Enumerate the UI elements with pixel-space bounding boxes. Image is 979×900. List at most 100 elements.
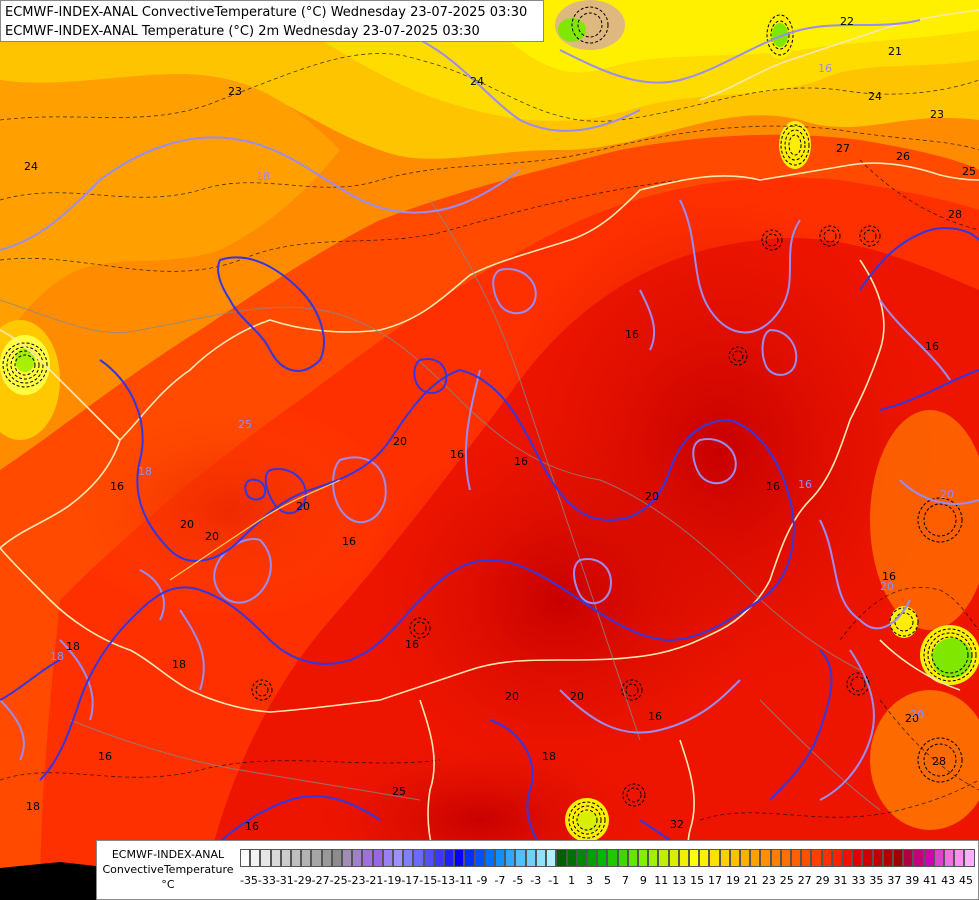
- contour-label: 16: [648, 710, 662, 723]
- contour-label: 24: [24, 160, 38, 173]
- contour-labels-light: 18 16 16 18 18 20 20 25 20: [50, 62, 954, 721]
- contour-label: 18: [50, 650, 64, 663]
- legend-swatch: [433, 849, 445, 867]
- legend-tick-label: -33: [257, 874, 276, 887]
- contour-label: 20: [570, 690, 584, 703]
- legend-tick-label: 19: [725, 874, 740, 887]
- legend-tick-label: 43: [941, 874, 956, 887]
- contour-label: 16: [450, 448, 464, 461]
- field-hot-core-2: [360, 420, 760, 780]
- legend-tick-label: 41: [923, 874, 938, 887]
- legend-swatch: [250, 849, 261, 867]
- contour-label: 20: [205, 530, 219, 543]
- legend-tick-label: -35: [239, 874, 258, 887]
- legend-tick-label: 17: [708, 874, 723, 887]
- legend-swatch: [607, 849, 618, 867]
- legend-tick-label: 5: [604, 874, 611, 887]
- contour-label: 16: [110, 480, 124, 493]
- legend-swatch: [668, 849, 679, 867]
- legend-swatch: [525, 849, 536, 867]
- contour-label: 25: [238, 418, 252, 431]
- country-borders: [0, 9, 979, 891]
- legend-tick-label: -1: [548, 874, 560, 887]
- legend-tick-label: 3: [586, 874, 594, 887]
- legend-swatch: [739, 849, 751, 867]
- contour-label: 18: [172, 658, 186, 671]
- contour-label: 20: [645, 490, 659, 503]
- contour-label: 20: [905, 712, 919, 725]
- legend-tick-label: -31: [275, 874, 294, 887]
- legend-tick-label: 25: [779, 874, 794, 887]
- dense-contour-clusters: [2, 6, 977, 839]
- contour-label: 18: [66, 640, 80, 653]
- legend-swatch: [413, 849, 424, 867]
- legend-swatch: [515, 849, 526, 867]
- field-warm-3: [870, 690, 979, 830]
- contour-label: 25: [392, 785, 406, 798]
- legend-title: ECMWF-INDEX-ANAL ConvectiveTemperature °…: [101, 847, 235, 892]
- legend-tick-label: -3: [530, 874, 542, 887]
- legend-swatch: [811, 849, 822, 867]
- legend-swatch: [270, 849, 281, 867]
- legend-tick-label: -23: [347, 874, 366, 887]
- legend-unit: °C: [161, 878, 175, 891]
- legend-tick-label: -19: [383, 874, 402, 887]
- legend-swatch: [280, 849, 292, 867]
- legend-tick-label: 21: [743, 874, 758, 887]
- legend-tick-label: -7: [494, 874, 506, 887]
- legend-tick-label: -25: [329, 874, 348, 887]
- legend-tick-label: 15: [690, 874, 705, 887]
- legend-swatch: [750, 849, 761, 867]
- lavender-contours: [0, 19, 979, 801]
- legend-tick-label: -13: [437, 874, 456, 887]
- legend-tick-label: 9: [639, 874, 647, 887]
- contour-label: 20: [910, 708, 924, 721]
- legend-swatch: [464, 849, 475, 867]
- legend-swatch: [454, 849, 465, 867]
- contour-label: 16: [245, 820, 259, 833]
- legend-swatch: [637, 849, 649, 867]
- contour-label: 16: [925, 340, 939, 353]
- legend-swatch: [372, 849, 383, 867]
- legend-tick-label: 29: [815, 874, 830, 887]
- legend-swatch: [688, 849, 700, 867]
- title-temperature-2m: ECMWF-INDEX-ANAL Temperature (°C) 2m Wed…: [5, 24, 480, 39]
- legend-swatch: [770, 849, 781, 867]
- legend-swatch: [882, 849, 893, 867]
- legend-swatch: [423, 849, 434, 867]
- legend-swatch: [729, 849, 740, 867]
- contour-label: 24: [470, 75, 484, 88]
- legend-swatch: [556, 849, 567, 867]
- legend-swatch: [780, 849, 791, 867]
- legend-swatch: [790, 849, 802, 867]
- legend-swatch: [342, 849, 353, 867]
- legend-swatch: [444, 849, 455, 867]
- contour-label: 28: [932, 755, 946, 768]
- legend-swatch: [648, 849, 659, 867]
- contour-label: 32: [670, 818, 684, 831]
- legend-swatch: [505, 849, 516, 867]
- legend-tick-label: 13: [672, 874, 687, 887]
- convective-cells: [0, 11, 979, 842]
- legend-swatch: [719, 849, 730, 867]
- legend-tick-label: 27: [797, 874, 812, 887]
- contour-label: 20: [296, 500, 310, 513]
- legend-swatch: [872, 849, 883, 867]
- contour-label: 16: [625, 328, 639, 341]
- contour-label: 18: [542, 750, 556, 763]
- dashed-isolines: [0, 53, 979, 821]
- contour-label: 23: [228, 85, 242, 98]
- legend-swatch: [964, 849, 975, 867]
- contour-label: 21: [888, 45, 902, 58]
- contour-label: 16: [882, 570, 896, 583]
- legend-swatch: [362, 849, 373, 867]
- legend-swatch: [862, 849, 873, 867]
- legend-swatch: [535, 849, 547, 867]
- legend-tick-label: 45: [959, 874, 974, 887]
- legend-tick-label: 23: [761, 874, 776, 887]
- legend-swatch: [586, 849, 598, 867]
- legend-tick-label: -15: [419, 874, 438, 887]
- contour-label: 16: [798, 478, 812, 491]
- legend-swatch: [484, 849, 496, 867]
